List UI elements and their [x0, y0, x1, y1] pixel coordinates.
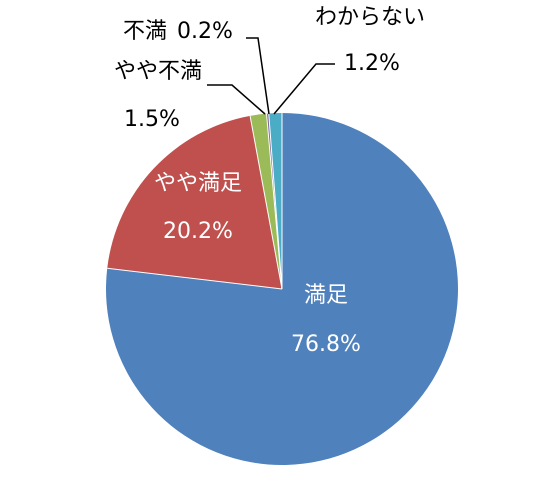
slice-label-name: やや満足	[154, 171, 242, 196]
slice-label-name: やや不満	[114, 59, 202, 84]
slice-label: 不満 0.2%	[123, 19, 233, 44]
pie-slice	[107, 115, 283, 289]
slice-separator	[268, 113, 283, 290]
slice-separator	[107, 267, 283, 290]
slice-label-name: 満足	[304, 283, 348, 308]
slice-label-value: 20.2%	[163, 219, 233, 244]
leader-line	[207, 84, 266, 115]
slice-label-value: 1.2%	[344, 51, 400, 76]
slice-label-value: 0.2%	[177, 19, 233, 44]
slice-label-name: 不満	[123, 19, 167, 44]
slice-label-name: わからない	[315, 5, 425, 30]
slice-separator	[249, 115, 283, 290]
slice-label-value: 76.8%	[291, 332, 361, 357]
leader-line	[246, 37, 270, 115]
leader-line	[273, 63, 335, 115]
slice-label-value: 1.5%	[124, 107, 180, 132]
